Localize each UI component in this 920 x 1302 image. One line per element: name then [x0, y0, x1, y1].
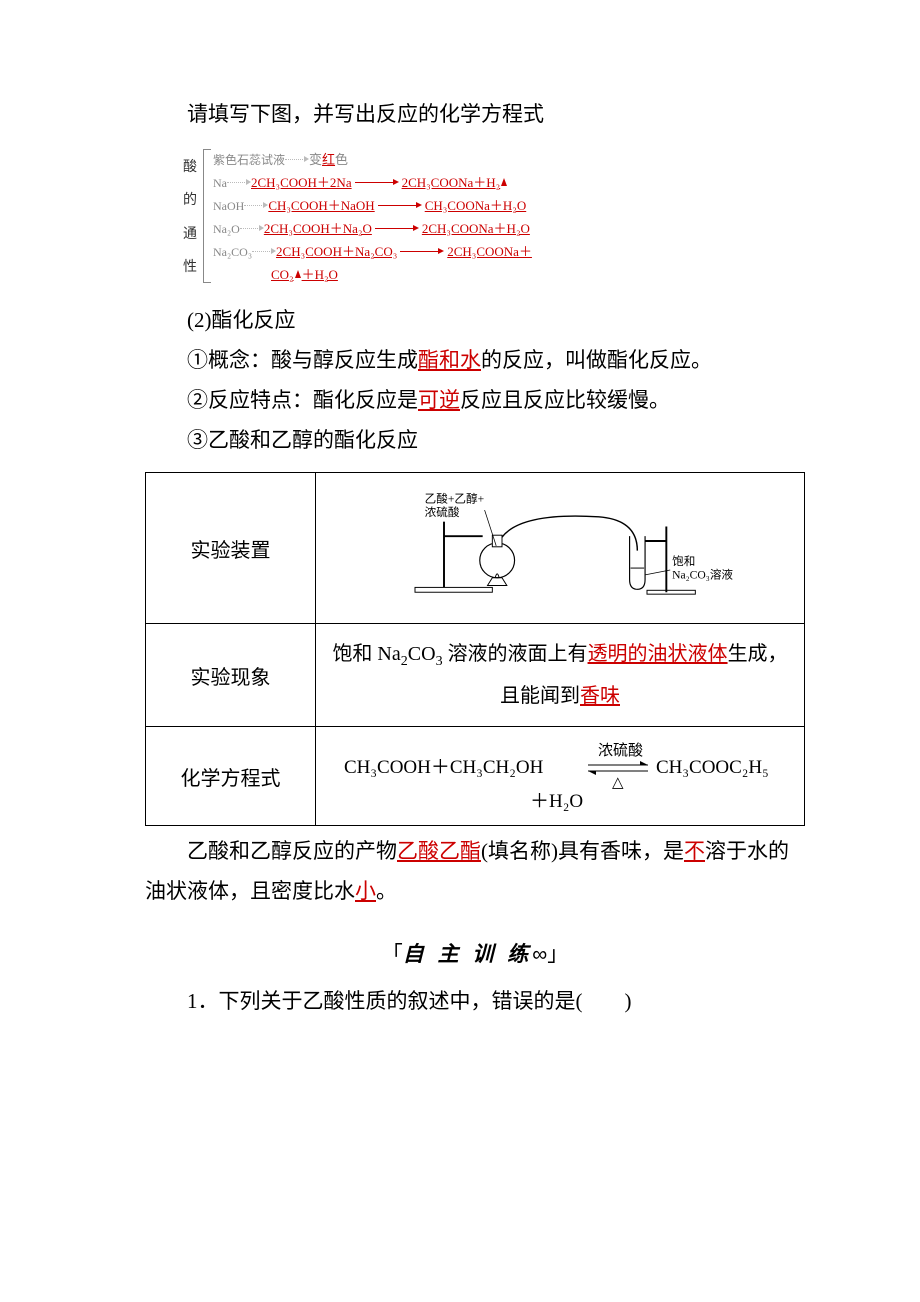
svg-text:浓硫酸: 浓硫酸	[425, 505, 460, 519]
svg-text:乙酸+乙醇+: 乙酸+乙醇+	[425, 492, 484, 506]
cell-phenomenon-label: 实验现象	[146, 624, 316, 727]
paragraph-3: ③乙酸和乙醇的酯化反应	[145, 421, 805, 461]
svg-text:＋H₂O: ＋H₂O	[530, 791, 583, 812]
svg-text:△: △	[612, 775, 624, 791]
cell-apparatus-label: 实验装置	[146, 473, 316, 624]
intro-text: 请填写下图，并写出反应的化学方程式	[145, 95, 805, 135]
cell-phenomenon: 饱和 Na2CO3 溶液的液面上有透明的油状液体生成，且能闻到香味	[316, 624, 805, 727]
svg-text:CH₃COOC₂H₅: CH₃COOC₂H₅	[656, 757, 769, 778]
reaction-row: Na₂CO₃ 2CH₃COOH＋Na₂CO₃2CH₃COONa＋	[213, 241, 532, 260]
cell-equation-label: 化学方程式	[146, 727, 316, 826]
acid-reaction-diagram: 酸 的 通 性 紫色石蕊试液 变红色 Na 2CH₃COOH＋2Na2CH₃CO…	[183, 149, 805, 283]
practice-heading: 「自 主 训 练∞」	[145, 938, 805, 968]
reaction-row-cont: CO₂＋H₂O	[213, 264, 532, 283]
reaction-row: NaOH CH₃COOH＋NaOHCH₃COONa＋H₂O	[213, 195, 532, 214]
cell-apparatus-diagram: 乙酸+乙醇+ 浓硫酸 饱和 Na₂CO₃溶液	[316, 473, 805, 624]
experiment-table: 实验装置	[145, 472, 805, 826]
reaction-row: 紫色石蕊试液 变红色	[213, 149, 532, 168]
paragraph-2: ②反应特点：酯化反应是可逆反应且反应比较缓慢。	[145, 381, 805, 421]
tail-paragraph: 乙酸和乙醇反应的产物乙酸乙酯(填名称)具有香味，是不溶于水的油状液体，且密度比水…	[145, 832, 805, 912]
question-1: 1．下列关于乙酸性质的叙述中，错误的是( )	[145, 982, 805, 1022]
apparatus-svg: 乙酸+乙醇+ 浓硫酸 饱和 Na₂CO₃溶液	[380, 483, 740, 599]
paragraph-1: ①概念：酸与醇反应生成酯和水的反应，叫做酯化反应。	[145, 341, 805, 381]
cell-equation: CH₃COOH＋CH₃CH₂OH 浓硫酸 △ CH₃COOC₂H₅ ＋H₂O	[316, 727, 805, 826]
svg-text:CH₃COOH＋CH₃CH₂OH: CH₃COOH＋CH₃CH₂OH	[344, 757, 544, 778]
reaction-row: Na 2CH₃COOH＋2Na2CH₃COONa＋H₂	[213, 172, 532, 191]
side-label: 酸 的 通 性	[183, 149, 197, 283]
svg-text:饱和: 饱和	[672, 555, 695, 569]
reaction-row: Na₂O 2CH₃COOH＋Na₂O2CH₃COONa＋H₂O	[213, 218, 532, 237]
section-title: (2)酯化反应	[145, 301, 805, 341]
svg-text:Na₂CO₃溶液: Na₂CO₃溶液	[672, 568, 733, 582]
equation-svg: CH₃COOH＋CH₃CH₂OH 浓硫酸 △ CH₃COOC₂H₅ ＋H₂O	[340, 737, 780, 815]
svg-text:浓硫酸: 浓硫酸	[598, 742, 643, 759]
